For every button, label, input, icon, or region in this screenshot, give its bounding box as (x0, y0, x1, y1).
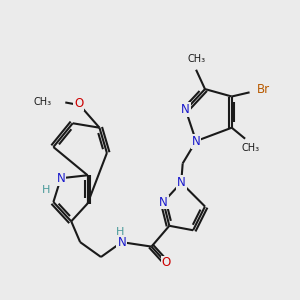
Text: N: N (192, 135, 200, 148)
Text: O: O (162, 256, 171, 269)
Text: N: N (159, 196, 168, 208)
Text: H: H (42, 185, 50, 195)
Text: Br: Br (257, 83, 270, 97)
Text: N: N (117, 236, 126, 249)
Text: CH₃: CH₃ (187, 54, 205, 64)
Text: O: O (74, 98, 83, 110)
Text: CH₃: CH₃ (34, 98, 52, 107)
Text: N: N (181, 103, 190, 116)
Text: N: N (56, 172, 65, 185)
Text: H: H (116, 227, 124, 237)
Text: N: N (177, 176, 186, 189)
Text: CH₃: CH₃ (242, 142, 260, 153)
